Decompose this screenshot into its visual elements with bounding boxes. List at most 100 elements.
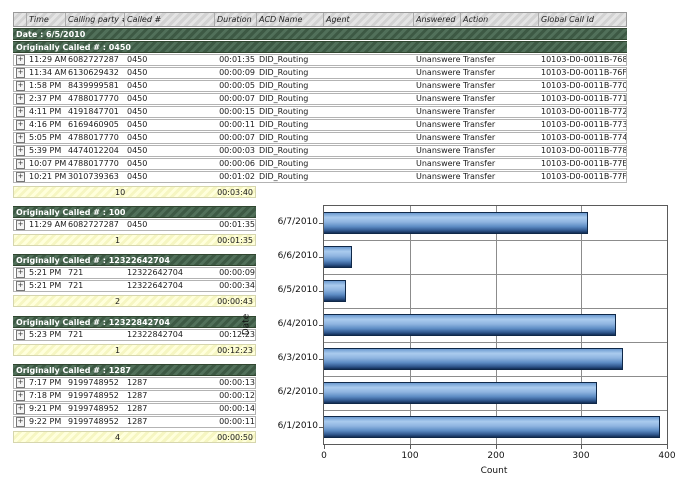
expand-button plus-icon[interactable]: +: [16, 281, 25, 291]
called-cell: 0450: [127, 133, 148, 142]
global-call-id-cell: 10103-D0-0011B-774: [541, 133, 626, 142]
expand-button plus-icon[interactable]: +: [16, 120, 25, 130]
y-axis-tick: [319, 223, 324, 224]
expand-button plus-icon[interactable]: +: [16, 391, 25, 401]
expand-cell: +: [14, 55, 27, 65]
date-group-band: Date : 6/5/2010: [13, 28, 627, 40]
column-header-action: Action: [461, 13, 539, 26]
calling-party-cell: 4474012204: [68, 146, 119, 155]
time-cell: 9:21 PM: [29, 404, 62, 413]
called-cell: 0450: [127, 159, 148, 168]
calling-party-cell: 3010739363: [68, 172, 119, 181]
expand-button plus-icon[interactable]: +: [16, 172, 25, 182]
expand-cell: +: [14, 81, 27, 91]
bar: [324, 212, 588, 234]
x-tick-label: 400: [658, 451, 676, 461]
subtotal-count: 4: [115, 433, 121, 442]
expand-button plus-icon[interactable]: +: [16, 159, 25, 169]
expand-button plus-icon[interactable]: +: [16, 94, 25, 104]
called-cell: 0450: [127, 120, 148, 129]
expand-button plus-icon[interactable]: +: [16, 107, 25, 117]
calling-party-cell: 9199748952: [68, 378, 119, 387]
duration-cell: 00:12:23: [219, 330, 255, 339]
agent-cell: [324, 68, 414, 78]
answered-cell: Unanswered: [416, 146, 461, 155]
table-row: +4:16 PM 6169460905 0450 00:00:11 DID_Routin…: [13, 119, 627, 131]
acd-name-cell: DID_Routing: [259, 107, 309, 116]
x-axis-tick: [667, 445, 668, 449]
column-header-called-: Called #: [125, 13, 215, 26]
expand-button plus-icon[interactable]: +: [16, 133, 25, 143]
bar: [324, 314, 616, 336]
duration-cell: 00:00:09: [219, 268, 255, 277]
answered-cell: Unanswered: [416, 68, 461, 77]
expand-button plus-icon[interactable]: +: [16, 220, 25, 230]
calling-party-cell: 4788017770: [68, 94, 119, 103]
originally-called-group: Originally Called # : 1287 +7:17 PM 919974…: [13, 363, 256, 443]
y-axis-tick: [319, 393, 324, 394]
time-cell: 11:29 AM: [29, 55, 66, 64]
table-row: +11:29 AM 6082727287 0450 00:01:35: [13, 219, 256, 231]
expand-cell: +: [14, 391, 27, 401]
table-row: +4:11 PM 4191847701 0450 00:00:15 DID_Routin…: [13, 106, 627, 118]
expand-button plus-icon[interactable]: +: [16, 417, 25, 427]
agent-cell: [324, 133, 414, 143]
time-cell: 10:07 PM: [29, 159, 66, 168]
expand-button plus-icon[interactable]: +: [16, 68, 25, 78]
action-cell: Transfer: [463, 159, 496, 168]
action-cell: Transfer: [463, 55, 496, 64]
called-cell: 0450: [127, 146, 148, 155]
calling-party-cell: 9199748952: [68, 391, 119, 400]
subtotal-row: 10 00:03:40: [13, 186, 256, 198]
acd-name-cell: DID_Routing: [259, 81, 309, 90]
calling-party-cell: 6169460905: [68, 120, 119, 129]
call-report-table: Time Calling party # Called # Duration ACD N…: [13, 12, 627, 198]
expand-button plus-icon[interactable]: +: [16, 378, 25, 388]
expand-button plus-icon[interactable]: +: [16, 81, 25, 91]
answered-cell: Unanswered: [416, 94, 461, 103]
answered-cell: Unanswered: [416, 55, 461, 64]
answered-cell: Unanswered: [416, 133, 461, 142]
expand-cell: +: [14, 94, 27, 104]
table-row: +9:21 PM 9199748952 1287 00:00:14: [13, 403, 256, 415]
column-header-acd-name: ACD Name: [257, 13, 324, 26]
agent-cell: [324, 94, 414, 104]
subtotal-duration: 00:12:23: [217, 346, 253, 355]
called-group-band: Originally Called # : 12322842704: [13, 316, 256, 328]
agent-cell: [324, 55, 414, 65]
expand-button plus-icon[interactable]: +: [16, 146, 25, 156]
originally-called-group: Originally Called # : 12322842704 +5:23 P…: [13, 315, 256, 356]
answered-cell: Unanswered: [416, 159, 461, 168]
column-header-calling-party-: Calling party #: [68, 13, 125, 26]
global-call-id-cell: 10103-D0-0011B-770: [541, 81, 626, 90]
expand-button plus-icon[interactable]: +: [16, 268, 25, 278]
x-tick-label: 0: [321, 451, 327, 461]
table-row: +1:58 PM 8439999581 0450 00:00:05 DID_Routin…: [13, 80, 627, 92]
x-axis-title: Count: [480, 466, 508, 476]
x-tick-label: 200: [487, 451, 505, 461]
duration-cell: 00:00:05: [219, 81, 255, 90]
y-tick-label: 6/1/2010: [277, 421, 318, 431]
expand-button plus-icon[interactable]: +: [16, 404, 25, 414]
expand-button plus-icon[interactable]: +: [16, 330, 25, 340]
expand-cell: +: [14, 417, 27, 427]
time-cell: 5:21 PM: [29, 268, 62, 277]
duration-cell: 00:01:35: [219, 220, 255, 229]
duration-cell: 00:01:35: [219, 55, 255, 64]
agent-cell: [324, 159, 414, 169]
column-header-duration: Duration: [215, 13, 257, 26]
called-cell: 0450: [127, 55, 148, 64]
table-row: +7:17 PM 9199748952 1287 00:00:13: [13, 377, 256, 389]
answered-cell: Unanswered: [416, 107, 461, 116]
acd-name-cell: DID_Routing: [259, 133, 309, 142]
time-cell: 5:21 PM: [29, 281, 62, 290]
expand-cell: +: [14, 268, 27, 278]
called-group-band: Originally Called # : 100: [13, 206, 256, 218]
time-cell: 7:18 PM: [29, 391, 62, 400]
subtotal-row: 2 00:00:43: [13, 295, 256, 307]
acd-name-cell: DID_Routing: [259, 172, 309, 181]
time-cell: 9:22 PM: [29, 417, 62, 426]
acd-name-cell: DID_Routing: [259, 146, 309, 155]
expand-button plus-icon[interactable]: +: [16, 55, 25, 65]
calling-party-cell: 4788017770: [68, 159, 119, 168]
